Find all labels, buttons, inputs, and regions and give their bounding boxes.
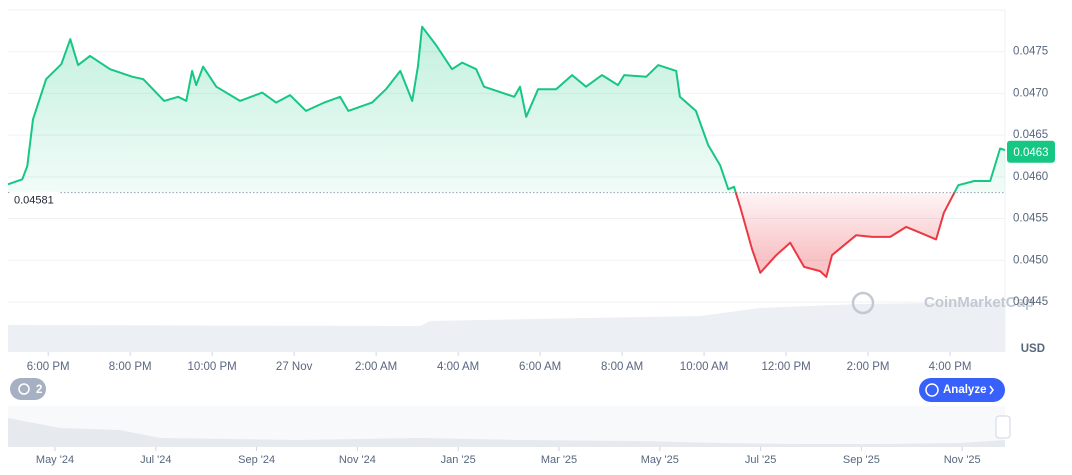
navigator-label: Nov '24 xyxy=(339,454,376,466)
x-tick-label: 10:00 AM xyxy=(680,361,729,373)
current-price-box xyxy=(1007,140,1055,163)
x-tick-label: 4:00 PM xyxy=(929,361,972,373)
navigator-label: May '25 xyxy=(641,454,679,466)
navigator-area xyxy=(8,418,1005,447)
price-area xyxy=(8,26,1005,277)
plot-area xyxy=(7,25,1006,303)
watermark-logo xyxy=(851,291,875,315)
currency-label: USD xyxy=(1021,343,1045,355)
analyze-icon xyxy=(925,383,939,397)
history-icon xyxy=(18,383,30,395)
y-tick-label: 0.0450 xyxy=(1013,254,1048,266)
navigator-label: Jul '25 xyxy=(745,454,776,466)
analyze-arrow xyxy=(989,385,994,395)
navigator-label: Sep '25 xyxy=(843,454,880,466)
y-tick-label: 0.0475 xyxy=(1013,46,1048,58)
x-tick-label: 27 Nov xyxy=(276,361,313,373)
baseline-label: 0.04581 xyxy=(14,195,54,207)
baseline-label-bg xyxy=(10,191,60,208)
y-tick-label: 0.0460 xyxy=(1013,171,1048,183)
y-tick-label: 0.0470 xyxy=(1013,87,1048,99)
volume-bars xyxy=(8,302,1005,352)
x-tick-label: 4:00 AM xyxy=(437,361,479,373)
x-tick-label: 2:00 AM xyxy=(355,361,397,373)
analyze-label: Analyze xyxy=(943,384,986,396)
navigator-label: Jan '25 xyxy=(441,454,476,466)
navigator-label: Jul '24 xyxy=(140,454,171,466)
navigator-label: Sep '24 xyxy=(238,454,275,466)
x-tick-label: 6:00 AM xyxy=(519,361,561,373)
x-tick-label: 8:00 PM xyxy=(109,361,152,373)
x-tick-label: 10:00 PM xyxy=(188,361,237,373)
current-price-label: 0.0463 xyxy=(1013,147,1048,159)
y-tick-label: 0.0465 xyxy=(1013,129,1048,141)
navigator-label: May '24 xyxy=(36,454,74,466)
y-tick-label: 0.0455 xyxy=(1013,213,1048,225)
analyze-button[interactable] xyxy=(919,378,1005,402)
watermark: CoinMarketCap xyxy=(924,294,1034,311)
navigator-label: Mar '25 xyxy=(541,454,577,466)
navigator-labels: May '24 Jul '24 Sep '24 Nov '24 Jan '25 Mar '… xyxy=(36,447,981,466)
x-tick-label: 6:00 PM xyxy=(27,361,70,373)
price-line xyxy=(7,25,1006,278)
navigator-handle[interactable] xyxy=(995,415,1011,439)
x-tick-label: 2:00 PM xyxy=(847,361,890,373)
y-tick-label: 0.0445 xyxy=(1013,296,1048,308)
history-count: 2 xyxy=(36,384,42,396)
x-tick-label: 8:00 AM xyxy=(601,361,643,373)
history-button[interactable] xyxy=(10,378,46,400)
navigator-label: Nov '25 xyxy=(944,454,981,466)
x-tick-label: 12:00 PM xyxy=(761,361,810,373)
